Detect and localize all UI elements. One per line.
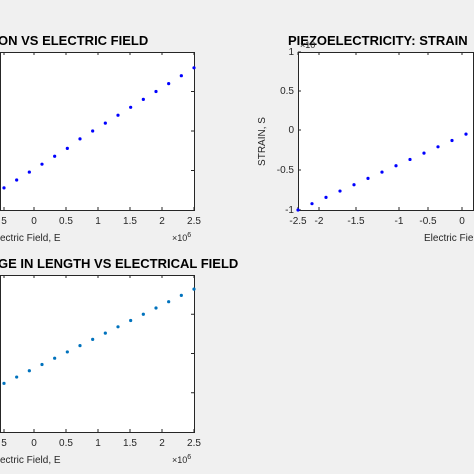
chart2-data-point xyxy=(464,132,468,136)
chart1-data-point xyxy=(2,186,6,190)
chart3-xtick-label: 5 xyxy=(1,438,7,449)
chart3-xtick-label: 1.5 xyxy=(123,438,137,449)
chart1-xtick-label: 2 xyxy=(159,216,165,227)
chart3-data-point xyxy=(129,318,133,323)
chart2-data-point xyxy=(338,189,342,193)
chart3-axes-box xyxy=(0,275,195,433)
chart2-data-point xyxy=(394,164,398,168)
chart1-data-point xyxy=(103,121,107,125)
chart3-data-point xyxy=(40,362,44,367)
chart1-data-point xyxy=(154,89,158,94)
chart1-data-point xyxy=(65,146,69,150)
chart3-data-point xyxy=(116,325,120,329)
chart1-data-point xyxy=(27,170,31,174)
chart2-data-point xyxy=(422,151,426,155)
chart2-data-point xyxy=(450,138,454,143)
chart2-title: PIEZOELECTRICITY: STRAIN xyxy=(288,33,468,48)
chart1-data-point xyxy=(141,97,145,101)
chart2-ytick-label: -0.5 xyxy=(277,165,295,176)
chart3-x-exponent: ×106 xyxy=(172,454,192,465)
chart2-ytick-label: 1 xyxy=(288,47,294,58)
chart1-data-point xyxy=(15,178,19,182)
chart2-ytick-label: -1 xyxy=(285,205,294,216)
chart3-data-point xyxy=(192,287,196,291)
chart1-data-point xyxy=(192,66,196,70)
chart1-data-point xyxy=(78,137,82,141)
chart3-xtick-label: 2 xyxy=(159,438,165,449)
chart3-xtick-label: 1 xyxy=(95,438,101,449)
chart1-xtick-label: 5 xyxy=(1,216,7,227)
chart2-xtick-label: -1 xyxy=(395,216,404,227)
chart2-data-point xyxy=(436,145,440,149)
chart2-xtick-label: -1.5 xyxy=(347,216,365,227)
chart2-axes-box xyxy=(298,52,474,211)
chart3-data-point xyxy=(154,306,158,310)
chart3-data-point xyxy=(91,337,95,341)
chart1-xtick-label: 1 xyxy=(95,216,101,227)
chart3-xtick-label: 0 xyxy=(31,438,37,449)
chart1-x-exponent: ×106 xyxy=(172,232,192,243)
chart1-data-point xyxy=(40,162,44,166)
chart1-xtick-label: 2.5 xyxy=(187,216,201,227)
chart1-data-point xyxy=(116,113,120,117)
chart3-data-point xyxy=(103,331,107,335)
chart1-xtick-label: 1.5 xyxy=(123,216,137,227)
chart2-ytick-label: 0 xyxy=(288,125,294,136)
chart3-x-label: ectric Field, E xyxy=(0,455,61,466)
chart3-data-point xyxy=(78,344,82,348)
chart1-xtick-label: 0 xyxy=(31,216,37,227)
chart3-data-point xyxy=(2,381,6,385)
chart3-data-point xyxy=(65,350,69,354)
chart2-data-point xyxy=(296,208,300,212)
chart2-data-point xyxy=(352,183,356,187)
chart2-data-point xyxy=(380,170,384,174)
chart2-xtick-label: -0.5 xyxy=(419,216,437,227)
chart2-data-point xyxy=(310,202,314,206)
chart1-axes-box xyxy=(0,52,195,211)
chart2-ytick-label: 0.5 xyxy=(280,86,294,97)
chart2-x-label: Electric Field xyxy=(424,233,474,244)
chart3-xtick-label: 0.5 xyxy=(59,438,73,449)
chart3-title: GE IN LENGTH VS ELECTRICAL FIELD xyxy=(0,256,239,271)
chart3-data-point xyxy=(53,356,57,360)
chart3-xtick-label: 2.5 xyxy=(187,438,201,449)
chart1-data-point xyxy=(91,129,95,133)
chart2-xtick-label: 0 xyxy=(459,216,465,227)
chart1-data-point xyxy=(53,154,57,158)
chart1-data-point xyxy=(179,74,183,78)
chart1-x-label: ectric Field, E xyxy=(0,233,61,244)
chart1-title: ON VS ELECTRIC FIELD xyxy=(0,33,149,48)
chart2-data-point xyxy=(408,157,412,162)
chart2-data-point xyxy=(324,195,328,199)
chart1-xtick-label: 0.5 xyxy=(59,216,73,227)
chart3-data-point xyxy=(179,293,183,298)
chart2-xtick-label: -2.5 xyxy=(289,216,307,227)
chart3-data-point xyxy=(141,312,145,316)
chart2-data-point xyxy=(366,176,370,180)
chart3-data-point xyxy=(167,300,171,304)
chart1-data-point xyxy=(129,105,133,109)
chart2-xtick-label: -2 xyxy=(315,216,324,227)
chart3-data-point xyxy=(15,375,19,379)
chart1-data-point xyxy=(167,82,171,86)
chart3-data-point xyxy=(27,369,31,373)
chart2-y-exponent: ×10 xyxy=(300,40,316,50)
